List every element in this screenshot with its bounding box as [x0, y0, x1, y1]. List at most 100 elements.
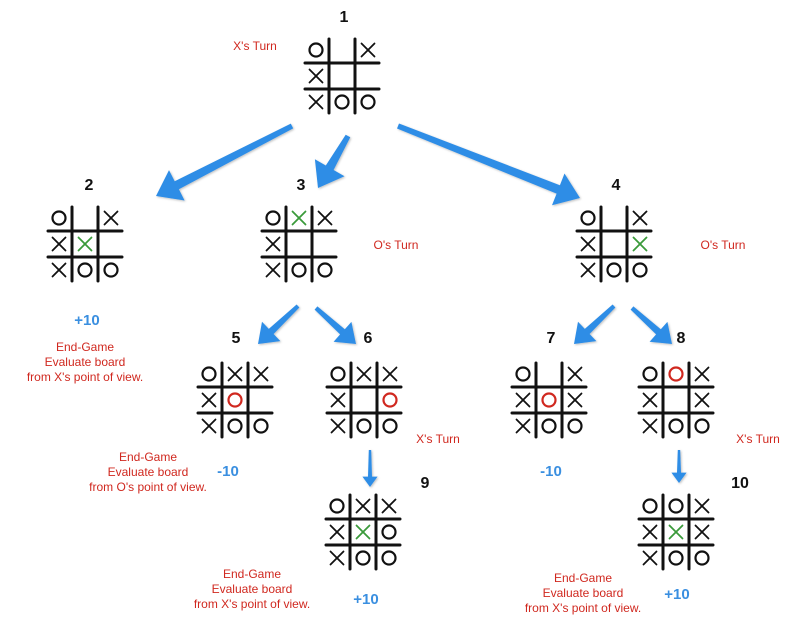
board-5: 5 — [196, 330, 274, 439]
x-mark — [330, 418, 346, 434]
o-mark — [642, 498, 658, 514]
o-mark — [668, 418, 684, 434]
x-mark — [51, 262, 67, 278]
x-mark — [694, 392, 710, 408]
x-mark — [642, 392, 658, 408]
board-1: 1 X's Turn — [233, 9, 381, 115]
x-mark — [317, 210, 333, 226]
o-mark — [382, 418, 398, 434]
arrow-3-to-5 — [258, 304, 300, 344]
board-3: 3 O's Turn — [260, 177, 419, 283]
note-board-10: End-Game Evaluate board from X's point o… — [525, 571, 641, 615]
x-mark — [580, 262, 596, 278]
o-mark — [694, 418, 710, 434]
boards-layer: 1 X's Turn 2 3 O's Turn 4 O's Turn 5 6 X's Turn 7 8… — [46, 9, 780, 571]
x-mark — [308, 68, 324, 84]
board-grid — [324, 493, 402, 571]
note-line: from O's point of view. — [89, 480, 207, 494]
o-mark — [541, 418, 557, 434]
arrow-1-to-3 — [314, 134, 351, 188]
board-grid — [325, 361, 403, 439]
x-mark — [201, 418, 217, 434]
x-mark — [51, 236, 67, 252]
board-number: 6 — [364, 330, 373, 347]
x-mark — [694, 524, 710, 540]
note-line: Evaluate board — [543, 586, 624, 600]
board-number: 1 — [340, 9, 349, 26]
o-mark — [330, 366, 346, 382]
board-number: 5 — [232, 330, 241, 347]
o-mark — [632, 262, 648, 278]
board-8: 8 X's Turn — [637, 330, 780, 446]
board-4: 4 O's Turn — [575, 177, 746, 283]
arrow-1-to-2 — [156, 123, 294, 201]
board-grid — [303, 37, 381, 115]
o-mark — [308, 42, 324, 58]
x-mark — [381, 498, 397, 514]
board-6: 6 X's Turn — [325, 330, 460, 446]
x-mark — [694, 366, 710, 382]
o-mark — [334, 94, 350, 110]
arrows-layer — [156, 123, 687, 487]
board-number: 4 — [612, 177, 621, 194]
board-grid — [260, 205, 338, 283]
o-mark — [201, 366, 217, 382]
board-grid — [510, 361, 588, 439]
o-mark — [265, 210, 281, 226]
board-grid — [46, 205, 124, 283]
o-mark — [668, 498, 684, 514]
x-mark — [360, 42, 376, 58]
turn-label: X's Turn — [736, 432, 780, 446]
x-mark — [227, 366, 243, 382]
x-mark — [642, 524, 658, 540]
o-mark — [317, 262, 333, 278]
note-line: End-Game — [554, 571, 612, 585]
arrow-4-to-8 — [630, 306, 672, 344]
score-board-10: +10 — [664, 586, 689, 603]
o-mark — [381, 550, 397, 566]
board-2: 2 — [46, 177, 124, 283]
note-line: Evaluate board — [45, 355, 126, 369]
board-number: 9 — [421, 475, 430, 492]
turn-label: O's Turn — [374, 238, 419, 252]
new-x-mark — [632, 236, 648, 252]
o-mark — [606, 262, 622, 278]
board-number: 3 — [297, 177, 306, 194]
x-mark — [356, 366, 372, 382]
note-line: End-Game — [56, 340, 114, 354]
x-mark — [580, 236, 596, 252]
note-line: End-Game — [223, 567, 281, 581]
board-number: 10 — [731, 475, 749, 492]
o-mark — [253, 418, 269, 434]
o-mark — [227, 418, 243, 434]
note-line: Evaluate board — [212, 582, 293, 596]
o-mark — [77, 262, 93, 278]
x-mark — [201, 392, 217, 408]
o-mark — [356, 418, 372, 434]
o-mark — [694, 550, 710, 566]
o-mark — [51, 210, 67, 226]
x-mark — [308, 94, 324, 110]
o-mark — [515, 366, 531, 382]
o-mark — [355, 550, 371, 566]
x-mark — [330, 392, 346, 408]
new-o-mark — [541, 392, 557, 408]
o-mark — [642, 366, 658, 382]
o-mark — [567, 418, 583, 434]
note-line: from X's point of view. — [525, 601, 641, 615]
score-board-9: +10 — [353, 591, 378, 608]
arrow-1-to-4 — [397, 123, 580, 206]
board-grid — [575, 205, 653, 283]
turn-label: X's Turn — [416, 432, 460, 446]
x-mark — [265, 236, 281, 252]
x-mark — [642, 550, 658, 566]
note-line: from X's point of view. — [27, 370, 143, 384]
board-number: 8 — [677, 330, 686, 347]
turn-label: O's Turn — [701, 238, 746, 252]
x-mark — [515, 418, 531, 434]
board-7: 7 — [510, 330, 588, 439]
new-x-mark — [355, 524, 371, 540]
new-x-mark — [77, 236, 93, 252]
